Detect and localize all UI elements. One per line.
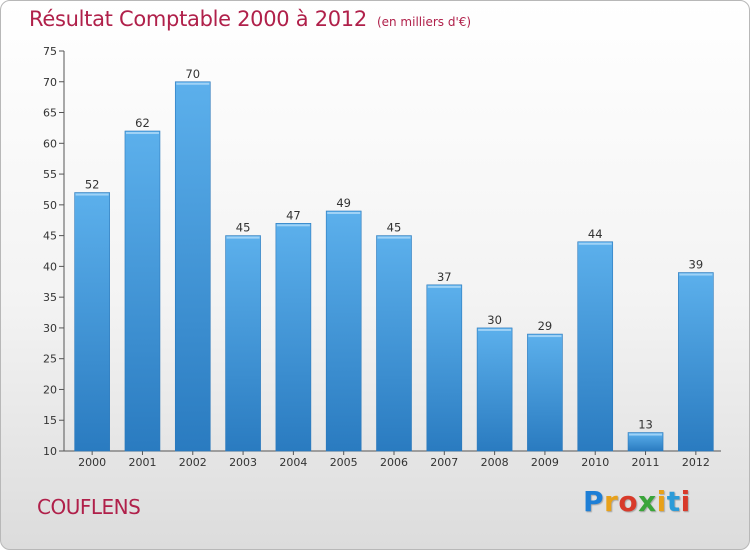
- bar-highlight: [377, 236, 411, 239]
- bar-2010: [577, 241, 614, 452]
- value-label-2005: 49: [336, 196, 351, 210]
- bar-highlight: [327, 212, 361, 214]
- x-tick-label-2012: 2012: [682, 456, 710, 469]
- value-label-2008: 30: [487, 313, 502, 327]
- value-label-2003: 45: [236, 221, 251, 235]
- y-tick-label: 15: [43, 414, 57, 427]
- chart-title-block: Résultat Comptable 2000 à 2012 (en millie…: [29, 7, 471, 31]
- x-tick-label-2002: 2002: [179, 456, 207, 469]
- chart-title: Résultat Comptable 2000 à 2012: [29, 7, 367, 31]
- y-tick-label: 40: [43, 260, 57, 273]
- value-label-2006: 45: [387, 221, 402, 235]
- value-label-2009: 29: [538, 319, 553, 333]
- bar-2002: [174, 81, 211, 452]
- x-tick-label-2005: 2005: [330, 456, 358, 469]
- y-tick-label: 50: [43, 199, 57, 212]
- x-tick-label-2008: 2008: [481, 456, 509, 469]
- y-tick-label: 45: [43, 230, 57, 243]
- bar-2000: [74, 192, 110, 452]
- bar-highlight: [578, 242, 612, 245]
- x-tick-label-2006: 2006: [380, 456, 408, 469]
- y-tick-label: 35: [43, 291, 57, 304]
- bar-2004: [275, 223, 312, 452]
- x-tick-label-2010: 2010: [581, 456, 609, 469]
- bar-2009: [527, 333, 563, 452]
- y-tick-label: 20: [43, 383, 57, 396]
- bar-highlight: [276, 224, 310, 227]
- x-tick-label-2000: 2000: [78, 456, 106, 469]
- bar-highlight: [125, 132, 159, 134]
- bar-2005: [325, 210, 362, 452]
- bar-highlight: [679, 273, 713, 276]
- x-tick-label-2007: 2007: [430, 456, 458, 469]
- x-tick-label-2009: 2009: [531, 456, 559, 469]
- y-tick-label: 10: [43, 445, 57, 458]
- x-tick-label-2011: 2011: [632, 456, 660, 469]
- value-label-2002: 70: [185, 67, 200, 81]
- value-label-2007: 37: [437, 270, 452, 284]
- y-tick-label: 75: [43, 45, 57, 58]
- x-tick-label-2001: 2001: [128, 456, 156, 469]
- y-tick-label: 30: [43, 322, 57, 335]
- value-label-2001: 62: [135, 116, 150, 130]
- bar-highlight: [75, 193, 109, 196]
- y-tick-label: 55: [43, 168, 57, 181]
- value-label-2012: 39: [689, 258, 704, 272]
- bar-2008: [476, 327, 513, 452]
- bar-highlight: [478, 328, 512, 331]
- bar-highlight: [427, 285, 461, 288]
- y-tick-label: 60: [43, 137, 57, 150]
- value-label-2010: 44: [588, 227, 603, 241]
- bar-2006: [376, 235, 412, 452]
- x-tick-label-2004: 2004: [279, 456, 307, 469]
- bar-2007: [426, 284, 463, 452]
- bar-highlight: [176, 82, 210, 85]
- bar-highlight: [629, 433, 663, 436]
- proxiti-logo[interactable]: Proxiti: [583, 485, 691, 518]
- value-label-2004: 47: [286, 208, 301, 222]
- bar-2011: [627, 432, 664, 452]
- commune-name: COUFLENS: [37, 495, 141, 519]
- bar-2001: [124, 130, 161, 452]
- bar-highlight: [528, 335, 562, 338]
- value-label-2000: 52: [85, 178, 100, 192]
- value-label-2011: 13: [638, 418, 653, 432]
- x-tick-label-2003: 2003: [229, 456, 257, 469]
- y-tick-label: 65: [43, 107, 57, 120]
- bar-2012: [678, 272, 714, 452]
- bar-highlight: [226, 236, 260, 239]
- bar-2003: [225, 235, 261, 452]
- y-tick-label: 70: [43, 76, 57, 89]
- y-tick-label: 25: [43, 353, 57, 366]
- chart-unit-note: (en milliers d'€): [376, 15, 472, 29]
